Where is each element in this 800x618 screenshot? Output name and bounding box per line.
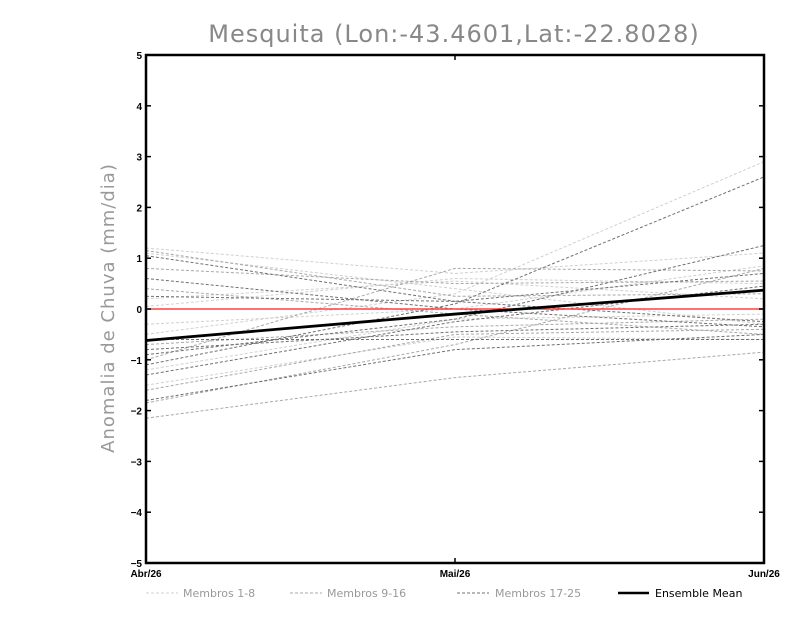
x-ticks: Abr/26 Mai/26 Jun/26 bbox=[130, 55, 780, 580]
member-line-15 bbox=[145, 267, 765, 404]
member-line-6 bbox=[145, 265, 765, 325]
y-tick-label: −1 bbox=[131, 356, 143, 367]
y-axis-label: Anomalia de Chuva (mm/dia) bbox=[98, 163, 119, 453]
y-tick-label: −4 bbox=[131, 508, 143, 519]
legend-label-ensemble-mean: Ensemble Mean bbox=[655, 587, 742, 600]
y-tick-label: 5 bbox=[136, 51, 142, 62]
legend-label-members-9-16: Membros 9-16 bbox=[327, 587, 406, 600]
member-line-10 bbox=[145, 267, 765, 361]
member-line-16 bbox=[145, 288, 765, 335]
legend-label-members-1-8: Membros 1-8 bbox=[183, 587, 255, 600]
member-line-13 bbox=[145, 250, 765, 297]
legend-label-members-17-25: Membros 17-25 bbox=[495, 587, 581, 600]
member-line-5 bbox=[145, 252, 765, 325]
y-tick-label: −5 bbox=[131, 559, 143, 570]
member-line-19 bbox=[145, 255, 765, 323]
y-ticks: −5 −4 −3 −2 −1 0 1 2 3 4 5 bbox=[131, 51, 764, 570]
chart-title: Mesquita (Lon:-43.4601,Lat:-22.8028) bbox=[208, 20, 700, 48]
member-line-11 bbox=[145, 267, 765, 285]
y-tick-label: 1 bbox=[136, 254, 142, 265]
member-line-7 bbox=[145, 278, 765, 307]
member-line-8 bbox=[145, 336, 765, 386]
member-line-1 bbox=[145, 161, 765, 335]
x-tick-label: Abr/26 bbox=[130, 569, 162, 580]
y-tick-label: −2 bbox=[131, 407, 143, 418]
legend: Membros 1-8 Membros 9-16 Membros 17-25 E… bbox=[146, 587, 742, 600]
member-lines bbox=[145, 161, 765, 419]
member-line-14 bbox=[145, 318, 765, 346]
member-line-9 bbox=[145, 351, 765, 419]
y-tick-label: 2 bbox=[136, 203, 142, 214]
y-tick-label: 4 bbox=[136, 102, 142, 113]
member-line-4 bbox=[145, 313, 765, 371]
member-line-25 bbox=[145, 272, 765, 302]
member-line-17 bbox=[145, 176, 765, 366]
member-line-20 bbox=[145, 245, 765, 356]
x-tick-label: Mai/26 bbox=[440, 569, 471, 580]
member-line-2 bbox=[145, 247, 765, 274]
member-line-24 bbox=[145, 323, 765, 351]
ensemble-mean-line bbox=[145, 288, 765, 342]
y-tick-label: −3 bbox=[131, 457, 143, 468]
mean-line-group bbox=[145, 288, 765, 342]
member-line-3 bbox=[145, 280, 765, 300]
y-tick-label: 0 bbox=[136, 305, 142, 316]
x-tick-label: Jun/26 bbox=[748, 569, 780, 580]
y-tick-label: 3 bbox=[136, 153, 142, 164]
member-line-12 bbox=[145, 328, 765, 391]
